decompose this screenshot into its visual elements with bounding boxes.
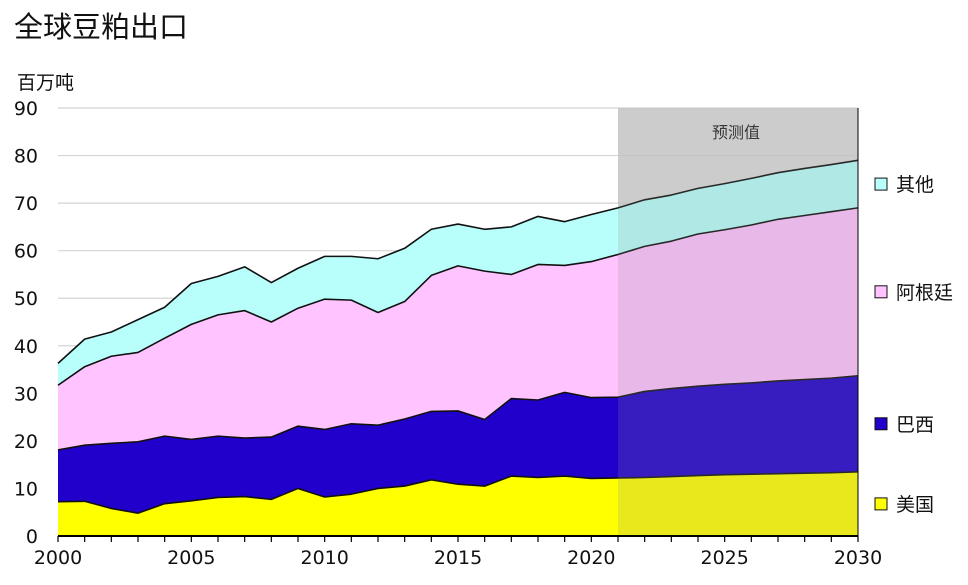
y-tick-label: 30 (14, 383, 38, 405)
legend-swatch-巴西 (874, 417, 888, 431)
x-tick-label: 2010 (300, 547, 348, 569)
y-tick-label: 60 (14, 241, 38, 263)
area-其他 (58, 160, 858, 386)
legend-label-巴西: 巴西 (896, 414, 934, 436)
y-tick-label: 80 (14, 146, 38, 168)
y-tick-label: 50 (14, 288, 38, 310)
area-巴西 (58, 375, 858, 514)
legend-swatch-阿根廷 (874, 285, 888, 299)
series-line-巴西 (57, 374, 859, 451)
series-line-其他 (57, 159, 859, 364)
legend-label-阿根廷: 阿根廷 (896, 282, 953, 304)
y-tick-label: 20 (14, 431, 38, 453)
x-tick-label: 2025 (700, 547, 748, 569)
y-axis-unit-label: 百万吨 (17, 72, 75, 94)
y-tick-label: 40 (14, 336, 38, 358)
forecast-overlay (618, 108, 858, 536)
legend-label-其他: 其他 (896, 174, 934, 196)
legend-label-美国: 美国 (896, 494, 934, 516)
chart-title: 全球豆粕出口 (14, 10, 189, 44)
y-tick-label: 0 (26, 526, 38, 548)
x-tick-label: 2030 (834, 547, 882, 569)
area-美国 (58, 471, 858, 536)
stacked-areas (57, 159, 859, 536)
y-tick-label: 90 (14, 98, 38, 120)
forecast-label: 预测值 (712, 123, 760, 142)
x-tick-label: 2020 (567, 547, 615, 569)
series-line-美国 (57, 471, 859, 514)
x-tick-label: 2000 (34, 547, 82, 569)
y-tick-label: 70 (14, 193, 38, 215)
x-tick-label: 2015 (434, 547, 482, 569)
x-tick-label: 2005 (167, 547, 215, 569)
series-line-阿根廷 (57, 207, 859, 386)
forecast-shade (618, 108, 858, 536)
legend-swatch-其他 (874, 177, 888, 191)
legend-swatch-美国 (874, 497, 888, 511)
y-tick-label: 10 (14, 478, 38, 500)
